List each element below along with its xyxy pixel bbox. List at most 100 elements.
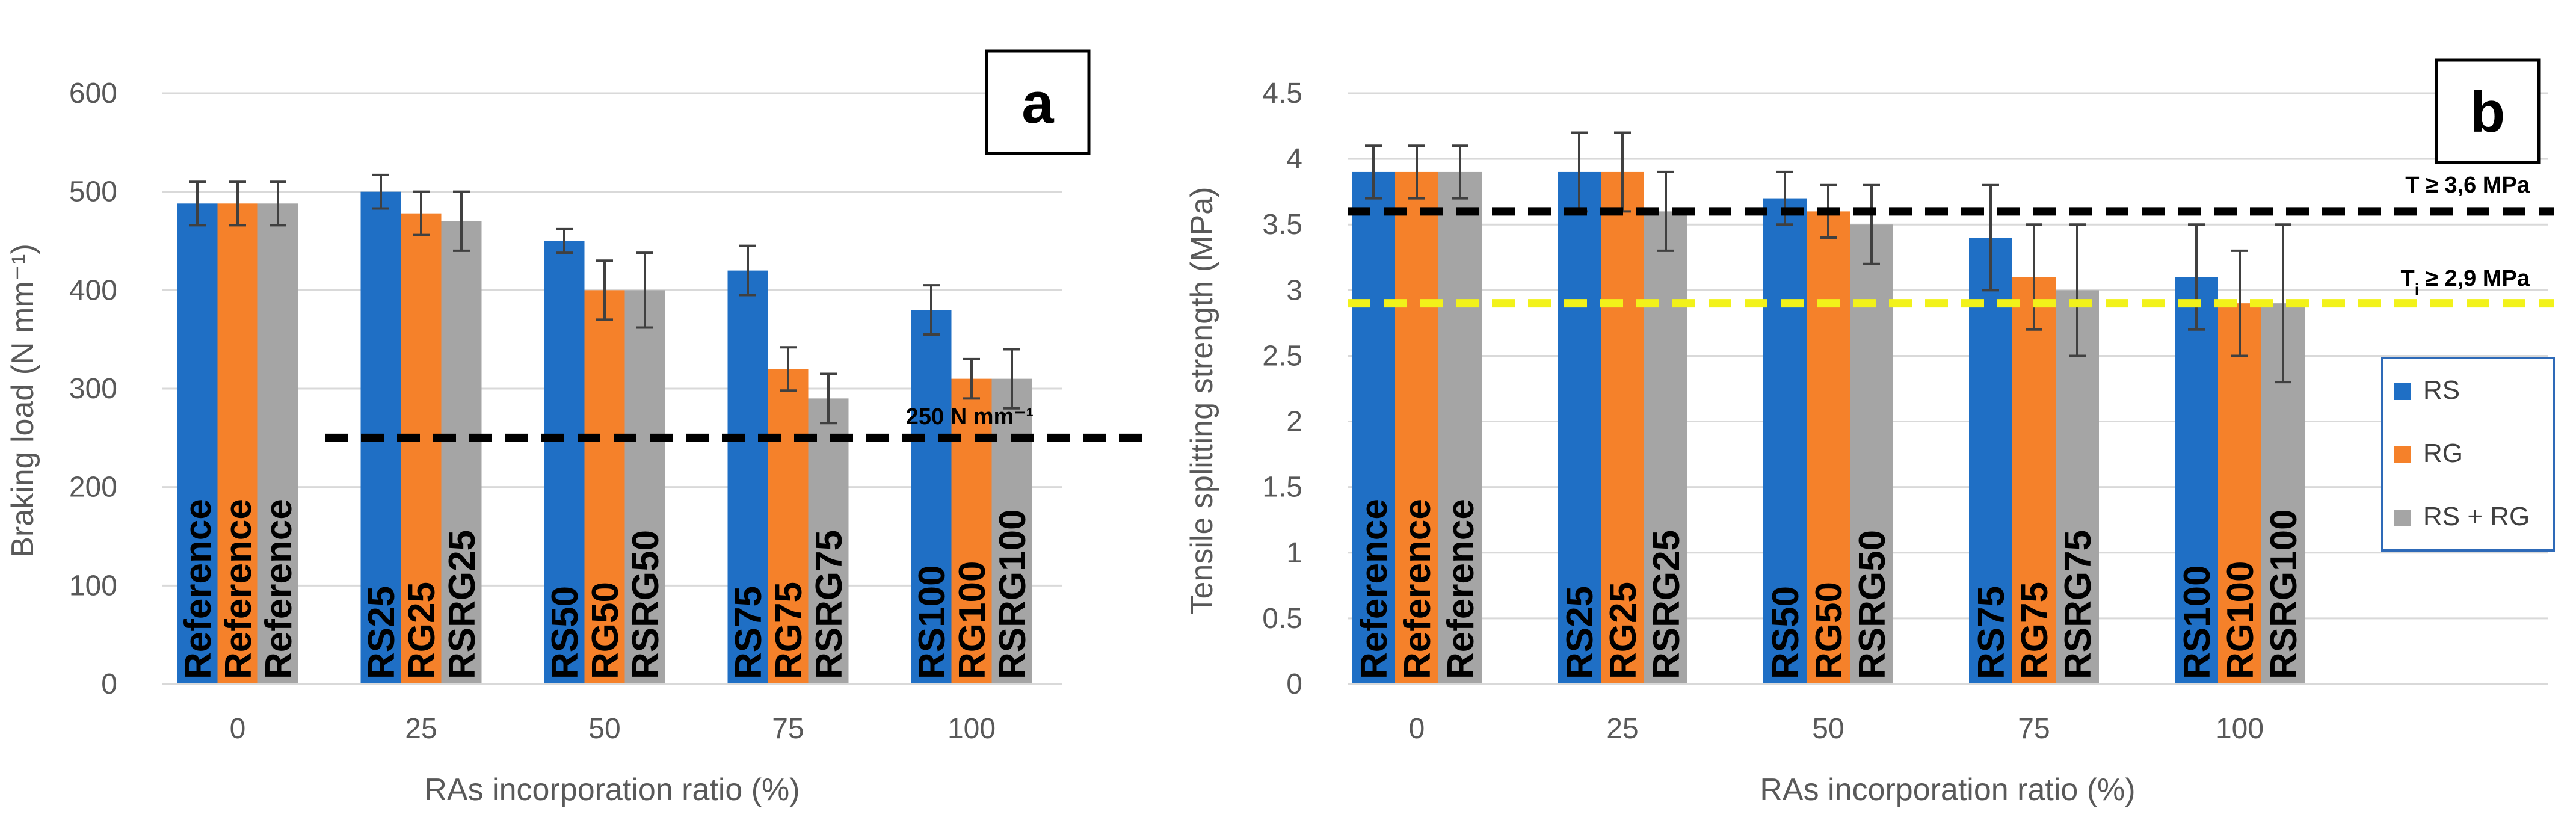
reference-label-subscript: i [2415,280,2420,299]
legend-swatch [2394,446,2411,463]
chart-b: 0 0.5 1 1.5 2 2.5 3 3.5 4 4.5 Tensile splitting st… [1185,58,2555,807]
bar-rg [768,369,809,684]
bar-rsrg [1644,211,1687,684]
y-tick-label: 3 [1286,274,1302,306]
bar-rsrg [257,203,298,685]
y-tick-label: 4.5 [1262,78,1302,109]
bar-rg [1395,171,1438,684]
bar-rs [727,270,768,685]
bar-label: Reference [177,499,219,679]
bar-label: RS100 [911,565,953,679]
y-tick-label: 0.5 [1262,603,1302,635]
bar-label: RS50 [544,586,586,679]
bar-rsrg [808,398,849,684]
bar-rsrg [441,221,482,684]
reference-label-main: T ≥ 3,6 MPa [2405,173,2530,198]
bar-rs [1352,171,1395,684]
x-tick-label: 0 [1409,713,1425,745]
y-tick-label: 500 [69,176,117,208]
bar-rs [1763,198,1807,685]
bar-rg [1601,171,1644,684]
bar-label: RG25 [1603,582,1644,679]
x-tick-label: 100 [948,713,996,745]
x-tick-label: 75 [772,713,804,745]
x-tick-label: 25 [1606,713,1638,745]
x-tick-label: 0 [230,713,246,745]
y-axis-title: Braking load (N mm⁻¹) [5,244,40,558]
reference-line-label: 250 N mm⁻¹ [906,404,1034,430]
bar-rg [217,203,258,685]
bar-label: RS50 [1765,586,1807,679]
legend-label: RS [2423,375,2460,405]
panel-letter: a [1021,71,1054,135]
reference-line-label: Ti ≥ 2,9 MPa [2401,266,2530,299]
bar-label: RS75 [1971,586,2012,679]
bar-rg [2218,303,2261,685]
bar-rg [584,290,625,684]
x-tick-label: 50 [588,713,620,745]
panel-letter: b [2470,80,2506,144]
bar-label: RSRG100 [992,509,1034,679]
bar-rs [2175,277,2218,684]
bar-rsrg [991,378,1032,684]
bar-label: RS25 [361,586,402,679]
bar-label: RG75 [768,582,810,679]
legend-label: RG [2423,439,2463,468]
panel-letter-box [985,49,1091,155]
x-tick-label: 50 [1812,713,1844,745]
bar-label: Reference [1354,499,1395,679]
x-tick-label: 25 [405,713,437,745]
bar-label: Reference [1440,499,1482,679]
x-axis-title: RAs incorporation ratio (%) [1760,772,2135,807]
bar-label: RSRG25 [1646,530,1687,679]
bar-label: RSRG75 [2057,530,2099,679]
y-tick-label: 3.5 [1262,209,1302,241]
legend-label: RS + RG [2423,502,2530,531]
y-tick-label: 200 [69,472,117,504]
bar-rg [2012,277,2056,684]
bar-rs [1558,171,1601,684]
bar-rs [1969,238,2012,684]
bar-rsrg [1438,171,1482,684]
y-tick-label: 1 [1286,537,1302,569]
y-tick-label: 2 [1286,406,1302,438]
panel-letter-box [2435,58,2541,164]
bar-label: RG25 [401,582,443,679]
y-axis-title: Tensile splitting strength (MPa) [1185,187,1219,615]
x-axis-title: RAs incorporation ratio (%) [424,772,800,807]
bar-label: RS75 [728,586,769,679]
y-tick-label: 1.5 [1262,472,1302,504]
y-tick-label: 100 [69,570,117,602]
bar-label: RG100 [952,561,993,679]
bar-label: RSRG100 [2263,509,2305,679]
y-tick-label: 300 [69,373,117,405]
bar-rsrg [624,290,665,684]
bar-label: RSRG25 [442,530,483,679]
x-tick-label: 75 [2018,713,2050,745]
bar-label: RG75 [2014,582,2056,679]
bar-rs [911,310,952,684]
bar-label: RS100 [2177,565,2218,679]
bar-label: RG50 [585,582,626,679]
bar-label: RSRG50 [1852,530,1893,679]
bar-rg [401,213,442,684]
bar-label: Reference [218,499,259,679]
reference-label-main: 250 N mm⁻¹ [906,404,1034,430]
y-tick-label: 0 [1286,668,1302,700]
bar-rg [951,378,992,684]
bar-rg [1807,211,1850,684]
y-tick-label: 600 [69,78,117,109]
y-tick-label: 2.5 [1262,340,1302,372]
y-tick-label: 0 [101,668,117,700]
bar-rs [177,203,218,685]
reference-label-main: T [2401,266,2415,291]
bar-rs [544,241,585,684]
reference-label-rest: ≥ 2,9 MPa [2420,266,2530,291]
legend-swatch [2394,383,2411,400]
reference-line-label: T ≥ 3,6 MPa [2405,173,2530,198]
bar-label: RG50 [1808,582,1850,679]
bar-label: RSRG50 [625,530,667,679]
y-tick-label: 4 [1286,143,1302,175]
